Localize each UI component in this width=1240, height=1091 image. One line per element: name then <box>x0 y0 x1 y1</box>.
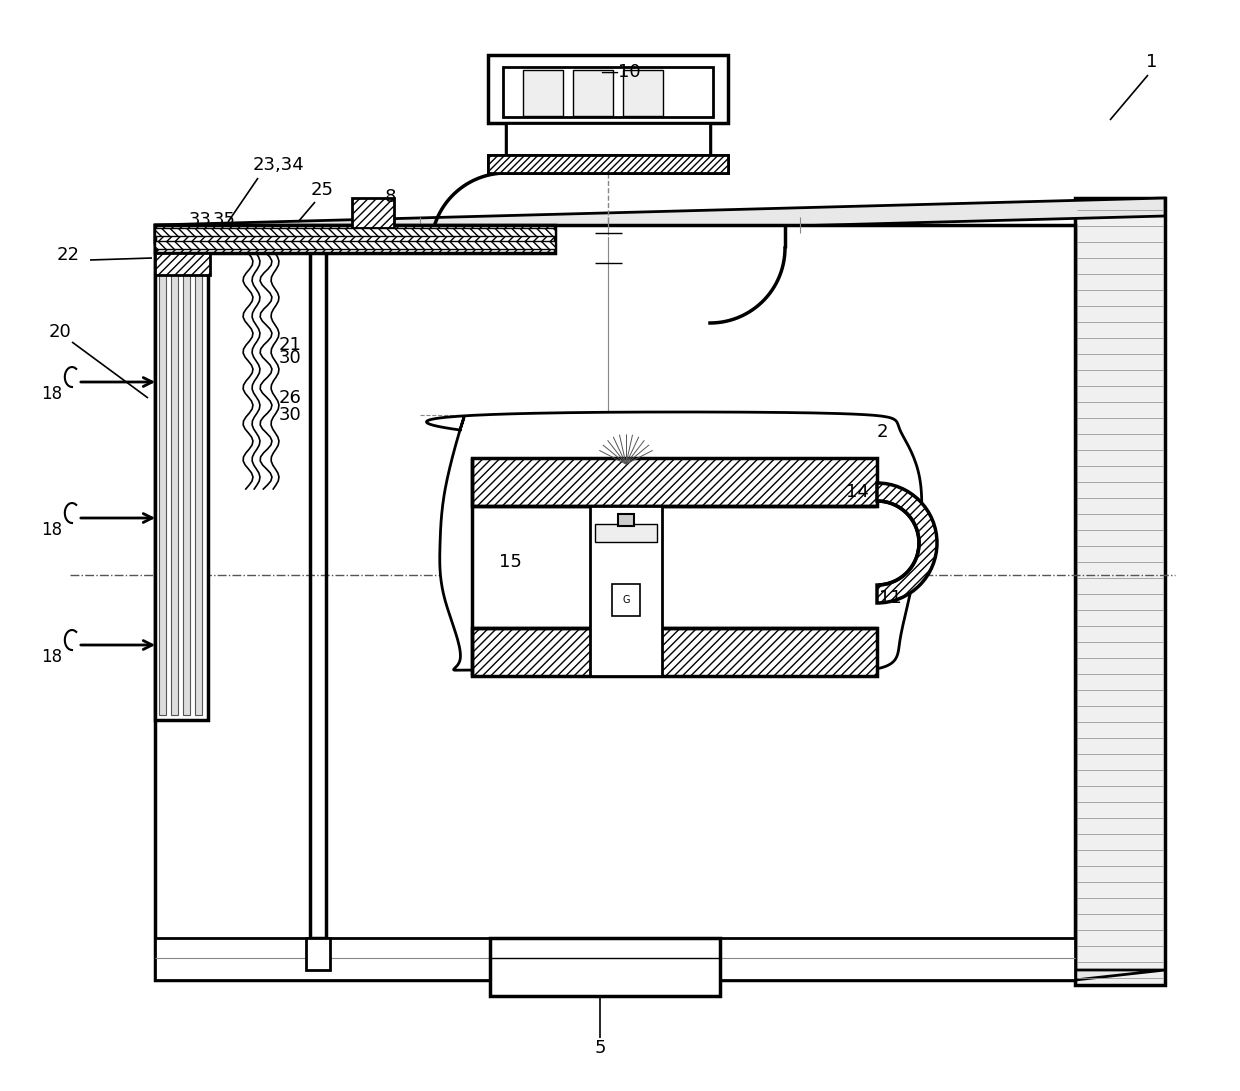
Bar <box>489 155 508 173</box>
Bar <box>506 123 711 155</box>
Text: 8: 8 <box>384 188 396 206</box>
Bar <box>159 230 166 715</box>
Bar <box>155 228 556 236</box>
Bar <box>155 938 1075 980</box>
Wedge shape <box>877 483 937 603</box>
Bar <box>306 938 330 970</box>
Polygon shape <box>427 412 921 673</box>
Bar <box>195 230 202 715</box>
Text: 23,34: 23,34 <box>252 156 304 173</box>
Bar <box>708 155 728 173</box>
Bar <box>155 241 556 249</box>
Text: 33: 33 <box>188 211 212 229</box>
Text: 30: 30 <box>279 406 301 424</box>
Bar <box>613 584 640 616</box>
Text: 22: 22 <box>57 245 79 264</box>
Text: 18: 18 <box>41 648 62 666</box>
Bar <box>489 55 728 123</box>
Bar <box>573 70 613 116</box>
Bar <box>622 70 663 116</box>
Text: 18: 18 <box>41 521 62 539</box>
Bar <box>503 67 713 117</box>
Text: 11: 11 <box>879 589 901 607</box>
Bar <box>184 230 190 715</box>
Bar <box>171 230 179 715</box>
Bar <box>155 225 1075 980</box>
Text: 26: 26 <box>279 389 301 407</box>
Text: 35: 35 <box>212 211 236 229</box>
Text: 5: 5 <box>594 1039 606 1057</box>
Text: 20: 20 <box>48 323 72 341</box>
Text: —10: —10 <box>600 63 640 81</box>
Bar <box>618 514 634 526</box>
Text: 30: 30 <box>279 349 301 367</box>
Polygon shape <box>155 970 1166 980</box>
Bar <box>490 938 720 996</box>
Bar <box>472 628 877 676</box>
Bar <box>352 197 394 228</box>
Text: 18: 18 <box>41 385 62 403</box>
Bar <box>155 225 556 253</box>
Text: 1: 1 <box>1146 53 1158 71</box>
Bar <box>595 524 657 542</box>
Text: 25: 25 <box>310 181 334 199</box>
Bar <box>523 70 563 116</box>
Bar <box>155 225 208 720</box>
Text: G: G <box>622 595 630 606</box>
Bar <box>155 253 210 275</box>
Text: 2: 2 <box>877 423 888 441</box>
Text: 14: 14 <box>846 483 868 501</box>
Text: 21: 21 <box>279 336 301 353</box>
Bar <box>590 506 662 676</box>
Bar <box>506 155 711 173</box>
Bar <box>472 458 877 506</box>
Text: 15: 15 <box>498 553 522 571</box>
Bar <box>1075 197 1166 985</box>
Bar <box>489 155 728 173</box>
Polygon shape <box>155 197 1166 243</box>
